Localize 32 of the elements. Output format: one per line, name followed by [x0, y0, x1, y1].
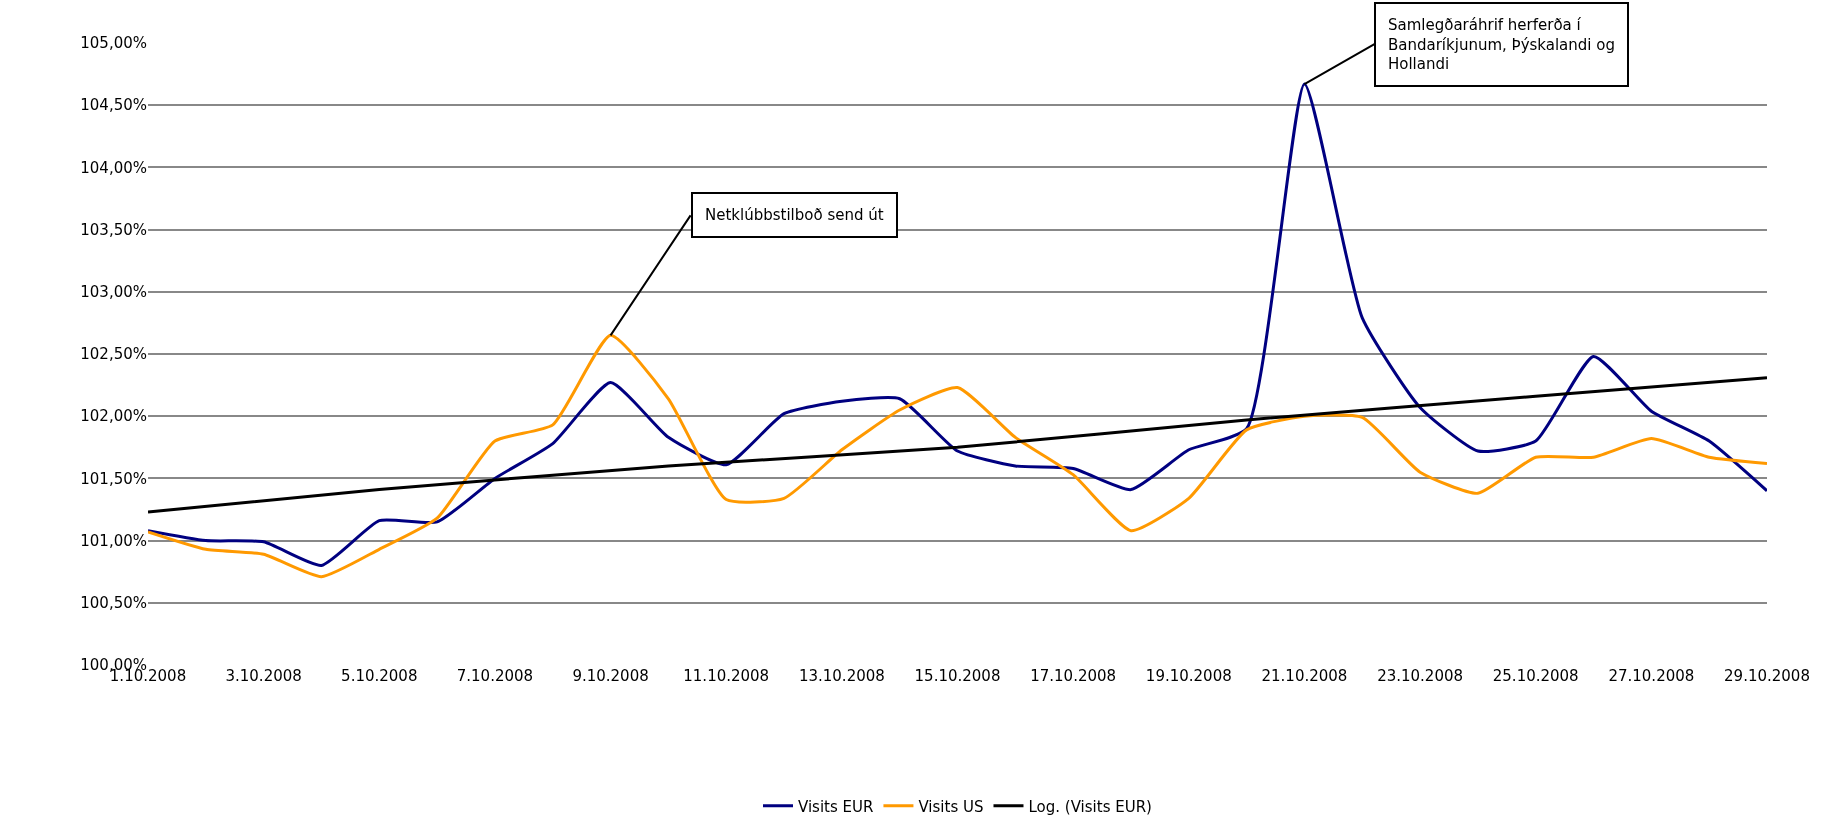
x-tick-label: 25.10.2008	[1492, 667, 1579, 685]
x-tick-label: 17.10.2008	[1030, 667, 1117, 685]
line-series	[148, 376, 1767, 514]
x-tick-label: 27.10.2008	[1608, 667, 1695, 685]
x-tick-label: 11.10.2008	[683, 667, 770, 685]
y-tick-label: 103,00%	[80, 283, 147, 302]
legend-label: Visits EUR	[798, 797, 874, 816]
x-tick-label: 23.10.2008	[1377, 667, 1464, 685]
y-tick-label: 104,00%	[80, 158, 147, 177]
x-tick-label: 21.10.2008	[1261, 667, 1348, 685]
line-series	[148, 333, 1767, 579]
annotation: Samlegðaráhrif herferða í Bandaríkjunum, Þýskalandi og Hollandi	[1388, 16, 1615, 73]
y-tick-label: 102,00%	[80, 407, 147, 426]
annotation: Netklúbbstilboð send út	[705, 206, 884, 224]
y-tick-label: 100,50%	[80, 594, 147, 613]
legend-label: Log. (Visits EUR)	[1028, 797, 1152, 816]
y-tick-label: 103,50%	[80, 220, 147, 239]
x-tick-label: 19.10.2008	[1145, 667, 1232, 685]
y-tick-label: 104,50%	[80, 96, 147, 115]
y-tick-label: 101,00%	[80, 531, 147, 550]
x-tick-label: 29.10.2008	[1724, 667, 1810, 685]
x-tick-label: 15.10.2008	[914, 667, 1001, 685]
x-tick-label: 7.10.2008	[456, 667, 534, 685]
y-tick-label: 101,50%	[80, 469, 147, 488]
x-tick-label: 13.10.2008	[798, 667, 885, 685]
y-tick-label: 105,00%	[80, 34, 147, 53]
line-series	[148, 82, 1767, 567]
x-tick-label: 5.10.2008	[341, 667, 418, 685]
x-tick-label: 9.10.2008	[572, 667, 649, 685]
legend-label: Visits US	[918, 797, 984, 816]
x-tick-label: 3.10.2008	[225, 667, 302, 685]
y-tick-label: 102,50%	[80, 345, 147, 364]
